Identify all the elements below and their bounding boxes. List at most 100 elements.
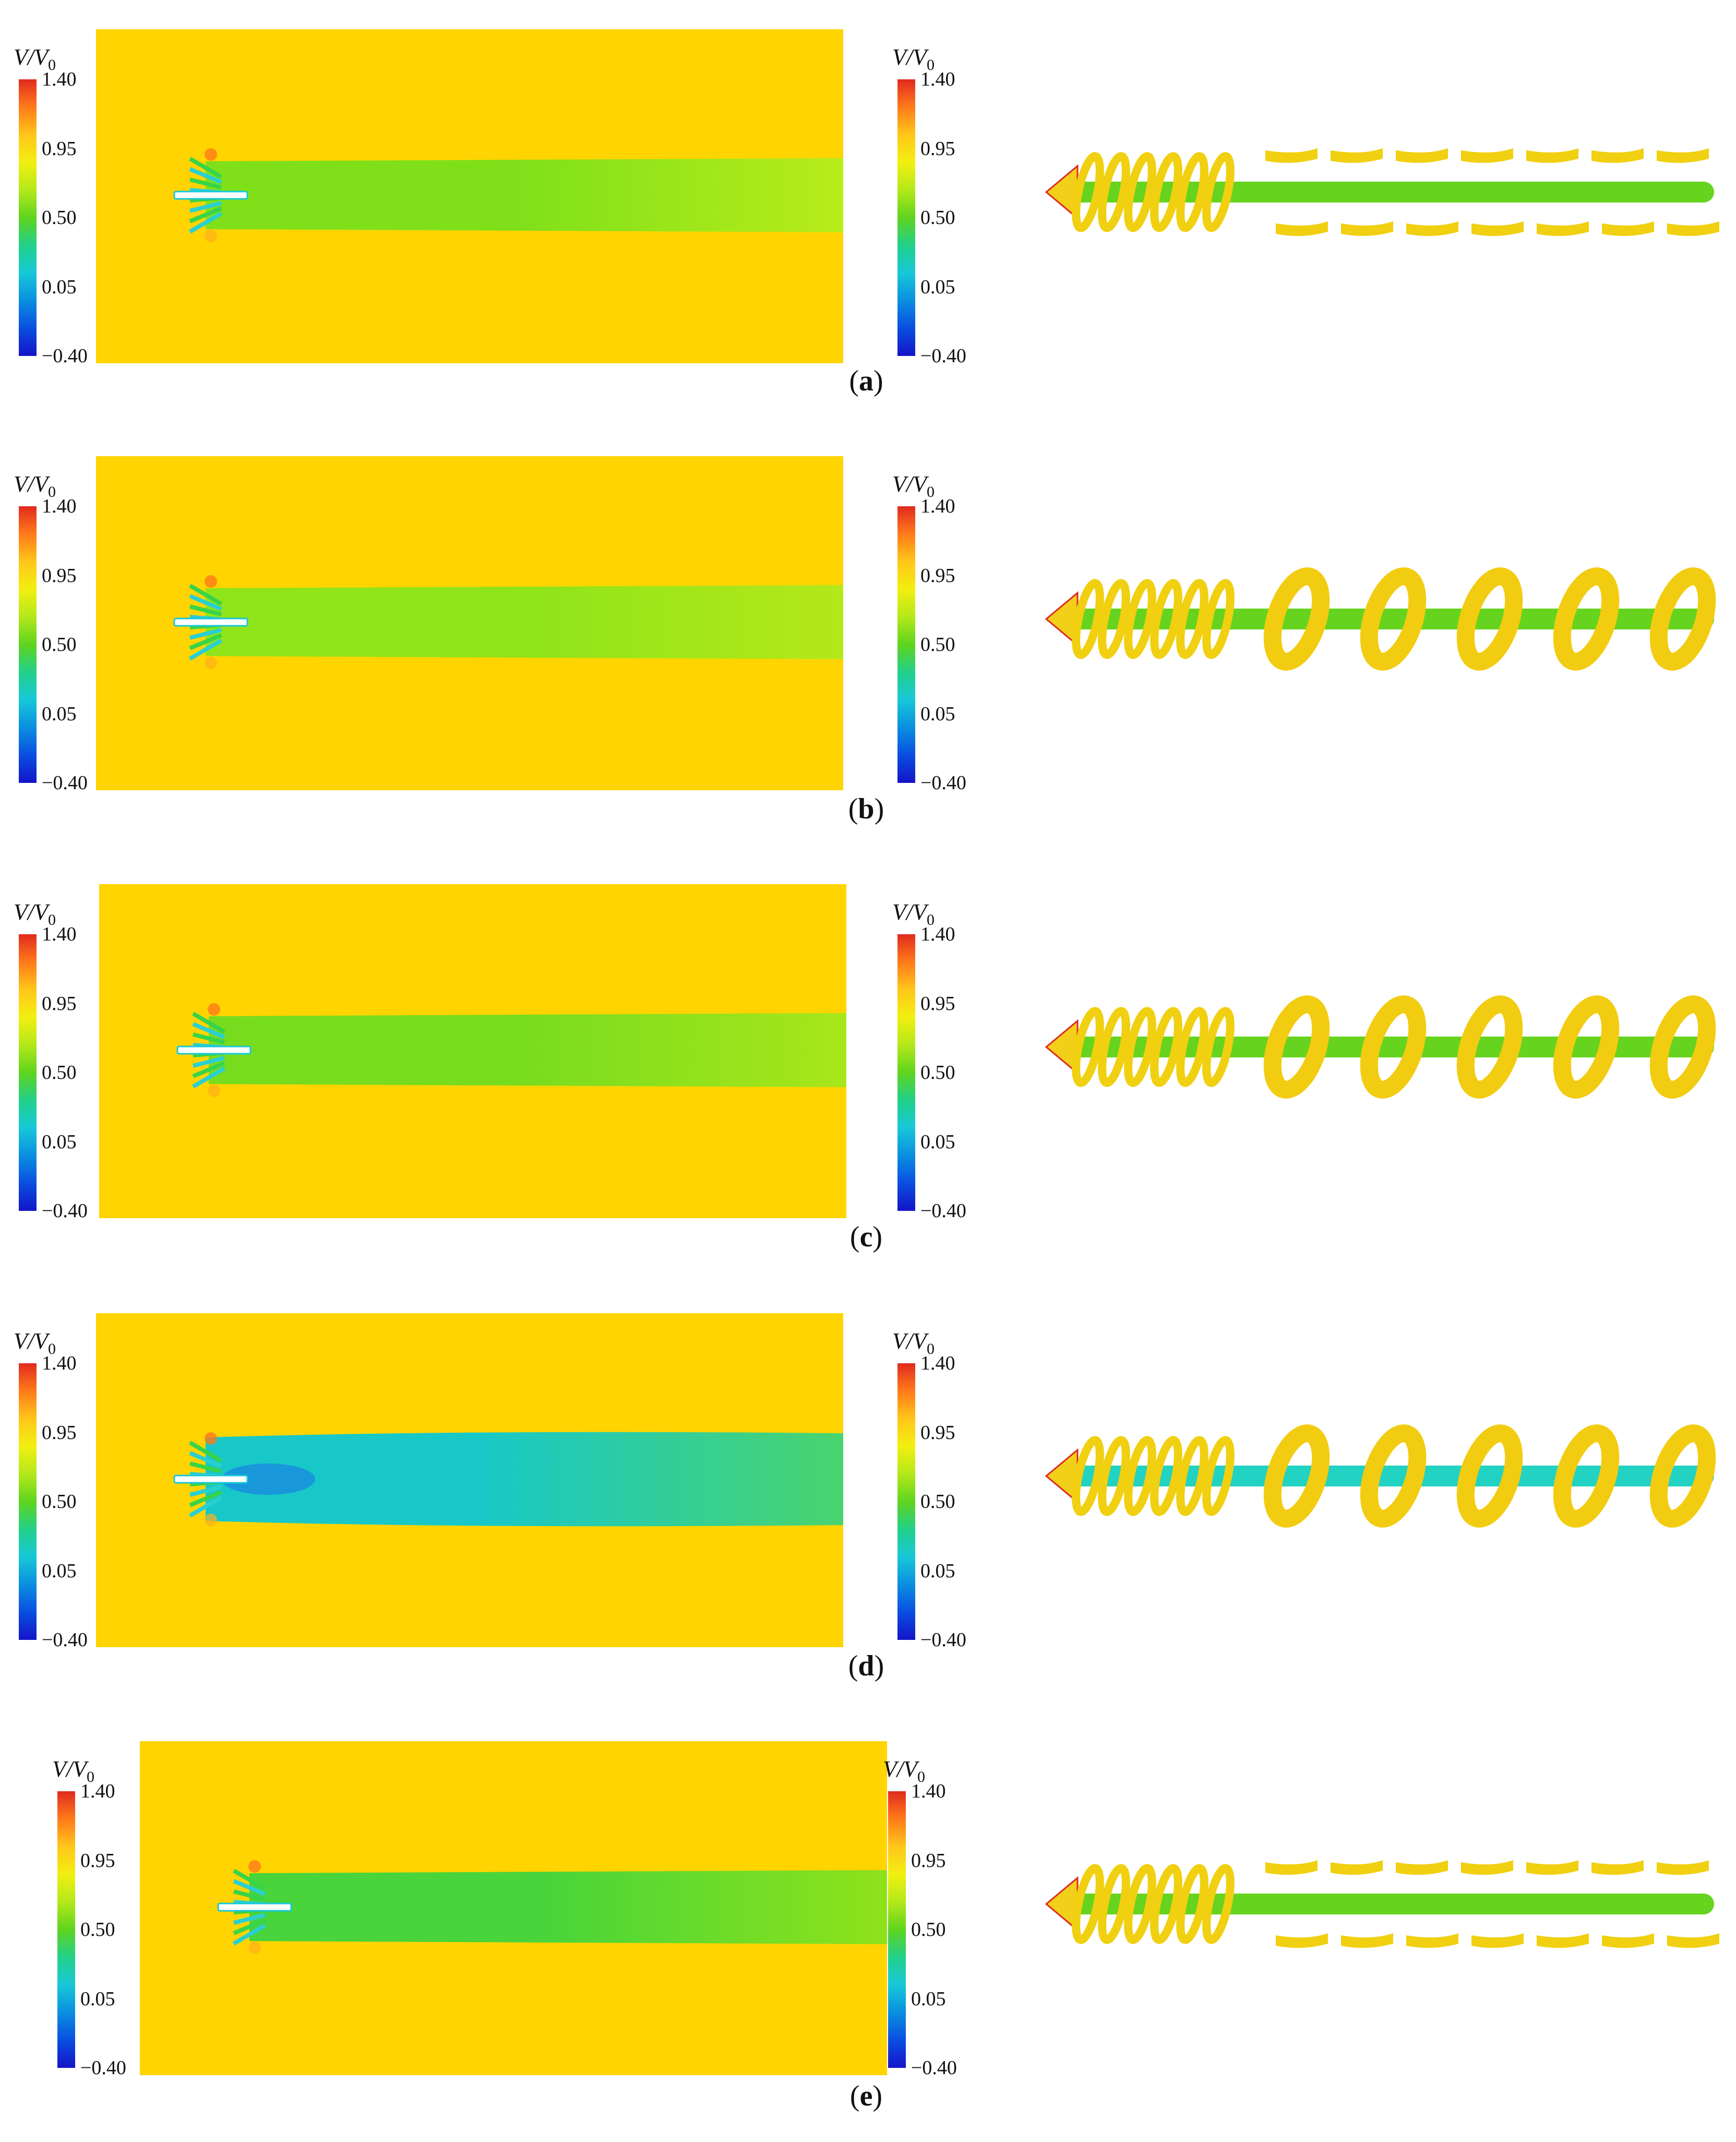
colorbar-tick-label: 0.95 <box>80 1849 115 1872</box>
colorbar-label: V/V0 <box>892 899 935 929</box>
tip-vortex-coil <box>1553 1424 1620 1528</box>
colorbar-tick-label: 1.40 <box>920 68 955 90</box>
broken-vortex-sheet <box>1471 1933 1524 1948</box>
tip-vortex-coil <box>1649 1424 1716 1528</box>
tip-vortex-coil <box>1072 1864 1104 1944</box>
blade-tip-streak <box>189 633 222 650</box>
colorbar-tick-label: −0.40 <box>42 1200 88 1222</box>
colorbar-tick-label: 0.05 <box>80 1988 115 2010</box>
tip-hotspot <box>208 1085 220 1097</box>
colorbar-label-main: V/V <box>892 1328 927 1354</box>
colorbar-tick-label: −0.40 <box>911 2057 957 2079</box>
colorbar-tick-label: 0.95 <box>42 564 77 587</box>
blade-tip-streak <box>233 1913 266 1925</box>
colorbar <box>57 1791 75 2068</box>
velocity-contour-field <box>140 1741 887 2075</box>
colorbar <box>897 934 915 1211</box>
tip-vortex-coil <box>1124 1007 1156 1087</box>
tip-vortex-coil <box>1098 1007 1130 1087</box>
broken-vortex-sheet <box>1526 148 1578 163</box>
colorbar-label-sub: 0 <box>926 1340 935 1358</box>
colorbar-tick-label: 0.95 <box>920 992 955 1015</box>
panel-c: V/V0 1.40 0.95 0.50 0.05 −0.40 V/V0 1.40 0.95 0.5… <box>0 870 1736 1277</box>
blade-tip-streak <box>233 1918 266 1935</box>
blade-tip-streak <box>189 201 222 213</box>
tip-hotspot <box>205 657 217 669</box>
colorbar-label: V/V0 <box>892 1328 935 1358</box>
colorbar-tick-label: −0.40 <box>42 345 88 367</box>
panel-letter: c <box>859 1221 873 1253</box>
colorbar <box>19 79 37 356</box>
broken-vortex-sheet <box>1341 1933 1393 1948</box>
colorbar-label-main: V/V <box>52 1756 87 1782</box>
wake-region <box>206 585 843 659</box>
vortex-isosurface <box>1045 567 1716 671</box>
colorbar-tick-label: 1.40 <box>920 495 955 517</box>
wake-region <box>209 1013 846 1087</box>
panel-label-open-paren: ( <box>849 365 859 397</box>
broken-vortex-sheet <box>1331 1860 1383 1875</box>
broken-vortex-sheet <box>1406 1933 1458 1948</box>
colorbar-tick-label: 0.05 <box>42 1560 77 1582</box>
colorbar-tick-label: 0.95 <box>920 137 955 160</box>
tip-vortex-coil <box>1553 995 1620 1099</box>
colorbar-label: V/V0 <box>14 471 56 501</box>
broken-vortex-sheet <box>1396 148 1448 163</box>
blade-tip-streak <box>191 1011 226 1034</box>
colorbar-label-main: V/V <box>883 1756 917 1782</box>
tip-vortex-coil <box>1150 1436 1182 1516</box>
colorbar-tick-label: 0.50 <box>42 207 77 229</box>
rotor-disk <box>173 617 248 627</box>
blade-tip-streak <box>189 177 222 189</box>
colorbar-tick-label: 0.05 <box>42 276 77 298</box>
colorbar <box>897 79 915 356</box>
rotor-disk <box>217 1902 292 1912</box>
tip-vortex-coil <box>1202 1436 1235 1516</box>
broken-vortex-sheet <box>1667 221 1719 236</box>
colorbar-label: V/V0 <box>892 471 935 501</box>
broken-vortex-sheet <box>1461 148 1513 163</box>
colorbar-tick-label: −0.40 <box>80 2057 126 2079</box>
panel-label-open-paren: ( <box>848 793 858 825</box>
colorbar-tick-label: −0.40 <box>42 1629 88 1651</box>
blade-tip-streak <box>191 1066 226 1089</box>
tip-hotspot <box>248 1942 261 1954</box>
colorbar-label-main: V/V <box>14 899 48 925</box>
colorbar-tick-label: 0.05 <box>920 1560 955 1582</box>
colorbar-tick-label: 0.05 <box>920 703 955 725</box>
colorbar-tick-label: 0.50 <box>920 1062 955 1084</box>
blade-tip-streak <box>233 1889 266 1901</box>
velocity-contour-field <box>96 29 843 363</box>
blade-tip-streak <box>192 1022 225 1039</box>
colorbar-label: V/V0 <box>14 899 56 929</box>
colorbar-tick-label: 1.40 <box>920 923 955 945</box>
broken-vortex-sheet <box>1331 148 1383 163</box>
rotor-disk <box>173 191 248 200</box>
tip-vortex-coil <box>1098 1864 1130 1944</box>
colorbar-tick-label: 0.95 <box>920 564 955 587</box>
blade-tip-streak <box>192 1061 225 1078</box>
colorbar-tick-label: 1.40 <box>911 1780 946 1802</box>
broken-vortex-sheet <box>1667 1933 1719 1948</box>
colorbar-tick-label: 0.95 <box>911 1849 946 1872</box>
panel-letter: d <box>858 1650 875 1682</box>
tip-vortex-coil <box>1098 1436 1130 1516</box>
panel-a: V/V0 1.40 0.95 0.50 0.05 −0.40 V/V0 1.40 0.95 0.5… <box>0 15 1736 422</box>
wake-contour <box>173 575 843 669</box>
tip-vortex-coil <box>1124 579 1156 659</box>
panel-label: (d) <box>814 1649 918 1683</box>
blade-tip-streak <box>189 1451 222 1468</box>
broken-vortex-sheet <box>1657 148 1709 163</box>
velocity-contour-field <box>99 884 846 1218</box>
tip-vortex-coil <box>1456 995 1523 1099</box>
velocity-contour-field <box>96 1313 843 1647</box>
wake-contour <box>217 1860 887 1954</box>
colorbar-tick-label: 1.40 <box>42 1352 77 1374</box>
tip-vortex-coil <box>1072 1007 1104 1087</box>
colorbar-tick-label: 0.50 <box>42 1491 77 1513</box>
blade-tip-streak <box>193 1056 225 1068</box>
colorbar-tick-label: 0.05 <box>911 1988 946 2010</box>
broken-vortex-sheet <box>1406 221 1458 236</box>
colorbar-tick-label: 0.50 <box>42 1062 77 1084</box>
tip-vortex-coil <box>1098 152 1130 232</box>
